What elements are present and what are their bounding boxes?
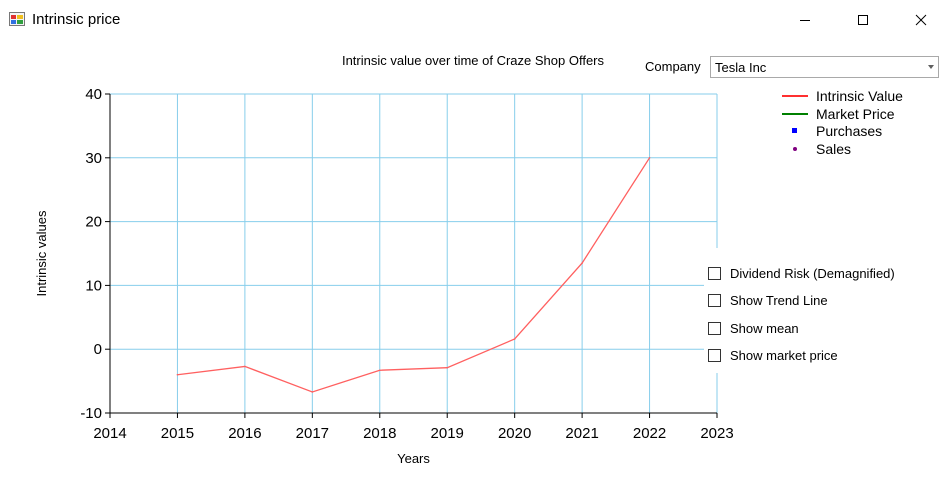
series-intrinsic-value — [176, 157, 651, 393]
option-label[interactable]: Show mean — [730, 320, 799, 336]
x-tick-label: 2019 — [431, 425, 464, 442]
data-point — [581, 262, 583, 264]
show-mean-checkbox[interactable] — [708, 321, 721, 335]
chart-title: Intrinsic value over time of Craze Shop … — [341, 53, 605, 68]
legend-label: Sales — [816, 140, 852, 157]
data-point — [311, 391, 314, 393]
data-point — [513, 338, 516, 340]
close-button[interactable] — [898, 4, 944, 36]
x-tick-label: 2021 — [565, 425, 598, 442]
minimize-icon — [800, 20, 810, 21]
app-chart-icon — [9, 12, 25, 26]
maximize-button[interactable] — [840, 4, 886, 36]
option-label[interactable]: Show market price — [730, 348, 838, 363]
legend-label: Market Price — [816, 105, 895, 122]
minimize-button[interactable] — [782, 4, 828, 36]
legend-label: Intrinsic Value — [816, 88, 903, 104]
option-dividend-risk[interactable]: Dividend Risk (Demagnified) — [708, 264, 895, 282]
data-point — [176, 373, 179, 376]
data-point — [244, 365, 246, 368]
x-tick-label: 2018 — [363, 425, 396, 442]
show-trend-line-checkbox[interactable] — [708, 294, 721, 307]
close-icon — [915, 14, 927, 26]
maximize-icon — [858, 15, 868, 25]
option-label[interactable]: Show Trend Line — [730, 293, 828, 308]
option-show-market-price[interactable]: Show market price — [708, 347, 838, 365]
y-tick-label: 0 — [94, 341, 102, 358]
y-tick-label: -10 — [80, 405, 102, 422]
x-tick-label: 2016 — [228, 425, 261, 442]
series-line — [177, 157, 651, 393]
option-show-mean[interactable]: Show mean — [708, 319, 799, 337]
x-axis-title: Years — [397, 451, 430, 466]
window-title: Intrinsic price — [32, 11, 121, 28]
x-tick-label: 2015 — [161, 425, 194, 442]
option-label[interactable]: Dividend Risk (Demagnified) — [730, 265, 895, 281]
y-tick-label: 10 — [85, 277, 102, 294]
title-bar: Intrinsic price — [0, 0, 952, 40]
x-tick-label: 2014 — [93, 425, 126, 442]
legend-swatch-dot — [793, 146, 797, 151]
legend-label: Purchases — [816, 123, 883, 139]
options-panel: Dividend Risk (Demagnified) Show Trend L… — [704, 248, 916, 373]
y-tick-label: 30 — [85, 150, 102, 167]
legend-swatch-line — [782, 95, 808, 97]
x-tick-label: 2020 — [498, 425, 531, 442]
data-point — [648, 157, 651, 159]
legend-swatch-line — [782, 112, 808, 115]
data-point — [446, 366, 449, 369]
dividend-risk-checkbox[interactable] — [708, 266, 721, 280]
x-tick-label: 2023 — [700, 425, 733, 442]
show-market-price-checkbox[interactable] — [708, 349, 721, 362]
chevron-down-icon[interactable] — [928, 65, 934, 69]
data-point — [378, 369, 381, 372]
y-axis-title: Intrinsic values — [34, 210, 49, 296]
x-tick-label: 2022 — [633, 425, 666, 442]
option-show-trend-line[interactable]: Show Trend Line — [708, 292, 828, 310]
y-tick-label: 40 — [85, 86, 102, 103]
company-label: Company — [645, 59, 701, 74]
y-tick-label: 20 — [85, 214, 102, 231]
legend-swatch-square — [792, 128, 797, 133]
company-selected-value: Tesla Inc — [715, 60, 767, 75]
x-tick-label: 2017 — [296, 425, 329, 442]
company-select[interactable]: Tesla Inc — [710, 56, 939, 78]
